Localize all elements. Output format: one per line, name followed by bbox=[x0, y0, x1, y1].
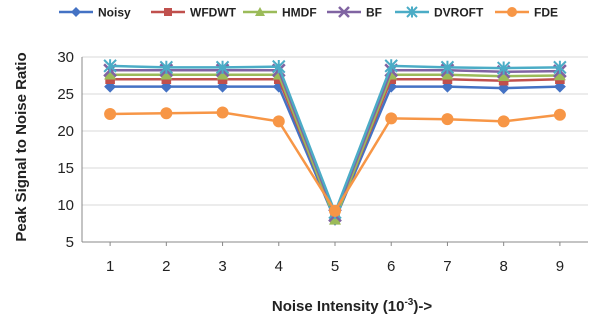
x-tick-label-8: 8 bbox=[499, 258, 507, 275]
legend-label-dvroft: DVROFT bbox=[434, 6, 484, 20]
legend: Noisy WFDWT HMDF BF DVROFT FDE bbox=[59, 6, 558, 20]
legend-marker-wfdwt bbox=[164, 8, 172, 16]
legend-item-dvroft: DVROFT bbox=[395, 6, 484, 20]
y-tick-label-5: 5 bbox=[66, 234, 74, 251]
legend-marker-dvroft bbox=[406, 6, 418, 18]
legend-item-hmdf: HMDF bbox=[243, 6, 317, 20]
series-layer bbox=[103, 59, 567, 226]
y-tick-label-30: 30 bbox=[57, 49, 74, 66]
x-tick-label-1: 1 bbox=[106, 258, 114, 275]
legend-label-noisy: Noisy bbox=[98, 6, 131, 20]
data-point-dvroft-4 bbox=[272, 59, 286, 74]
series-wfdwt bbox=[105, 74, 565, 224]
legend-label-fde: FDE bbox=[534, 6, 558, 20]
series-line-wfdwt bbox=[110, 77, 560, 222]
series-dvroft bbox=[103, 59, 567, 220]
legend-label-wfdwt: WFDWT bbox=[190, 6, 237, 20]
y-tick-label-25: 25 bbox=[57, 86, 74, 103]
data-point-fde-7 bbox=[441, 113, 454, 126]
data-point-hmdf-5 bbox=[329, 213, 341, 225]
x-axis-title-suffix: )-> bbox=[413, 298, 432, 315]
legend-marker-bf bbox=[338, 6, 350, 18]
y-tick-label-20: 20 bbox=[57, 123, 74, 140]
series-hmdf bbox=[104, 68, 566, 225]
y-tick-labels: 5 10 15 20 25 30 bbox=[57, 49, 74, 251]
legend-item-wfdwt: WFDWT bbox=[151, 6, 237, 20]
legend-marker-noisy bbox=[71, 7, 81, 17]
data-point-hmdf-3 bbox=[216, 68, 229, 80]
data-point-dvroft-1 bbox=[103, 59, 117, 73]
data-point-dvroft-6 bbox=[384, 59, 398, 73]
x-tick-labels: 1 2 3 4 5 6 7 8 9 bbox=[106, 258, 564, 275]
x-tick-label-6: 6 bbox=[387, 258, 395, 275]
x-tick-label-7: 7 bbox=[443, 258, 451, 275]
data-point-fde-2 bbox=[160, 107, 173, 120]
x-axis-title-superscript: -3 bbox=[404, 297, 413, 308]
series-line-noisy bbox=[110, 85, 560, 224]
x-tick-label-4: 4 bbox=[275, 258, 283, 275]
legend-item-fde: FDE bbox=[495, 6, 558, 20]
data-point-fde-8 bbox=[497, 115, 510, 128]
x-tick-label-2: 2 bbox=[162, 258, 170, 275]
legend-marker-fde bbox=[507, 7, 517, 17]
series-noisy bbox=[104, 80, 566, 226]
series-fde bbox=[104, 106, 566, 217]
x-axis-title-main: Noise Intensity (10 bbox=[272, 298, 405, 315]
data-point-hmdf-2 bbox=[160, 68, 173, 80]
series-line-fde bbox=[110, 111, 561, 214]
y-tick-label-15: 15 bbox=[57, 160, 74, 177]
data-point-fde-1 bbox=[104, 107, 117, 120]
x-tick-label-9: 9 bbox=[556, 258, 564, 275]
legend-marker-hmdf bbox=[255, 7, 265, 16]
legend-item-bf: BF bbox=[327, 6, 382, 20]
data-point-dvroft-7 bbox=[440, 60, 455, 75]
data-point-hmdf-9 bbox=[553, 69, 566, 81]
legend-item-noisy: Noisy bbox=[59, 6, 131, 20]
data-point-dvroft-8 bbox=[496, 61, 511, 75]
legend-label-hmdf: HMDF bbox=[282, 6, 317, 20]
data-point-dvroft-9 bbox=[553, 60, 567, 75]
series-line-bf bbox=[110, 69, 560, 219]
x-tick-label-3: 3 bbox=[218, 258, 226, 275]
axes bbox=[81, 57, 588, 246]
x-tick-label-5: 5 bbox=[331, 258, 339, 275]
series-line-hmdf bbox=[110, 73, 560, 224]
data-point-hmdf-1 bbox=[104, 68, 117, 80]
data-point-dvroft-2 bbox=[159, 60, 174, 75]
data-point-fde-9 bbox=[553, 108, 566, 121]
data-point-hmdf-7 bbox=[441, 68, 454, 80]
x-axis-title: Noise Intensity (10-3)-> bbox=[272, 297, 432, 315]
data-point-hmdf-8 bbox=[497, 70, 510, 82]
y-tick-label-10: 10 bbox=[57, 197, 74, 214]
data-point-fde-4 bbox=[272, 115, 285, 128]
data-point-dvroft-3 bbox=[215, 60, 230, 75]
data-point-fde-6 bbox=[385, 112, 398, 125]
data-point-fde-3 bbox=[216, 106, 229, 119]
legend-label-bf: BF bbox=[366, 6, 382, 20]
y-axis-title: Peak Signal to Noise Ratio bbox=[13, 52, 30, 241]
data-point-fde-5 bbox=[329, 204, 341, 217]
